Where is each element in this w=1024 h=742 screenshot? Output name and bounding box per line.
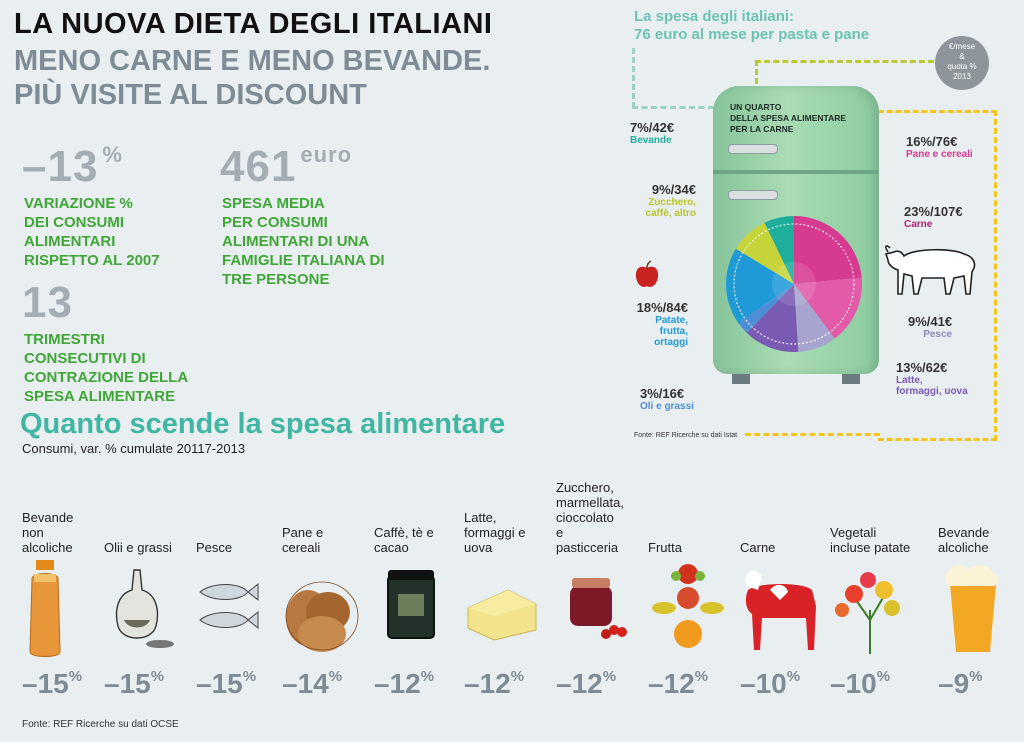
category-label: Latte, formaggi e uova	[464, 510, 526, 555]
category-value: –15%	[104, 668, 165, 699]
stat-quarters-caption: TRIMESTRI CONSECUTIVI DI CONTRAZIONE DEL…	[24, 331, 189, 405]
beer-glass-icon	[938, 560, 1022, 660]
category-value: –12%	[374, 668, 435, 699]
pie-label-pane: 16%/76€ Pane e cereali	[906, 134, 973, 160]
stat-variation-caption: VARIAZIONE % DEI CONSUMI ALIMENTARI RISP…	[24, 195, 160, 269]
pie-slice	[746, 284, 799, 352]
stat-quarters-value: 13	[22, 278, 73, 327]
category-value: –12%	[556, 668, 617, 699]
category-label: Pane e cereali	[282, 525, 324, 555]
dashed-connector-teal-h	[632, 106, 714, 109]
fridge-door-split	[713, 170, 879, 174]
pie-label-carne: 23%/107€ Carne	[904, 204, 963, 230]
footer-source: Fonte: REF Ricerche su dati OCSE	[22, 719, 179, 730]
pie-slice	[794, 277, 862, 339]
pie-label-pesce: 9%/41€ Pesce	[908, 314, 953, 340]
cheese-icon	[464, 560, 548, 660]
pie-label-zucchero: 9%/34€ Zucchero, caffè, altro	[645, 182, 696, 219]
category-value: –14%	[282, 668, 343, 699]
fridge-handle-bottom	[728, 190, 778, 200]
category-label: Olii e grassi	[104, 540, 172, 555]
section-title: Quanto scende la spesa alimentare	[20, 408, 506, 440]
dashed-frame-yellow-bottom	[745, 433, 880, 436]
section-subtitle: Consumi, var. % cumulate 20117-2013	[22, 441, 246, 456]
ox-icon	[884, 245, 976, 295]
jam-jar-icon	[556, 560, 640, 660]
page-subtitle: MENO CARNE E MENO BEVANDE. PIÙ VISITE AL…	[14, 44, 490, 112]
stat-variation-value: –13%	[22, 142, 123, 191]
category-value: –9%	[938, 668, 983, 699]
category-value: –12%	[648, 668, 709, 699]
pie-slice	[738, 284, 794, 333]
category-value: –10%	[740, 668, 801, 699]
category-value: –15%	[196, 668, 257, 699]
fridge-handle-top	[728, 144, 778, 154]
dashed-connector-green	[755, 60, 934, 93]
stat-spending-value: 461 euro	[220, 142, 353, 191]
category-label: Caffè, tè e cacao	[374, 525, 434, 555]
stat-spending-caption: SPESA MEDIA PER CONSUMI ALIMENTARI DI UN…	[222, 195, 385, 288]
subtitle-line-1: MENO CARNE E MENO BEVANDE.	[14, 45, 491, 77]
category-label: Carne	[740, 540, 776, 555]
fridge-door-text: UN QUARTO DELLA SPESA ALIMENTARE PER LA …	[730, 102, 847, 134]
pie-slice	[794, 216, 862, 284]
pie-label-patate: 18%/84€ Patate, frutta, ortaggi	[636, 300, 688, 348]
category-label: Bevande non alcoliche	[22, 510, 74, 555]
apple-icon	[635, 260, 659, 287]
spending-pie	[726, 216, 862, 352]
category-label: Pesce	[196, 540, 233, 555]
fruit-figure-icon	[648, 560, 732, 660]
oil-cruet-icon	[104, 560, 188, 660]
subtitle-line-2: PIÙ VISITE AL DISCOUNT	[14, 79, 367, 111]
category-label: Zucchero, marmellata, cioccolato e pasticcer…	[556, 480, 624, 555]
dashed-frame-yellow	[878, 110, 997, 441]
juice-bottle-icon	[22, 560, 106, 660]
fridge-foot-left	[732, 374, 750, 384]
pie-label-bevande: 7%/42€ Bevande	[630, 120, 675, 146]
pie-label-latte: 13%/62€ Latte, formaggi, uova	[896, 360, 968, 397]
page-title: LA NUOVA DIETA DEGLI ITALIANI	[14, 8, 493, 40]
category-label: Vegetali incluse patate	[830, 525, 911, 555]
pie-slice	[726, 248, 794, 323]
fridge-foot-right	[842, 374, 860, 384]
category-value: –10%	[830, 668, 891, 699]
category-label: Bevande alcoliche	[938, 525, 990, 555]
fridge-source: Fonte: REF Ricerche su dati Istat	[634, 432, 738, 439]
pie-slice	[794, 284, 835, 352]
legend-badge: €/mese & quota % 2013	[935, 36, 989, 90]
category-value: –15%	[22, 668, 83, 699]
pie-label-oli: 3%/16€ Oli e grassi	[640, 386, 694, 412]
cow-icon	[740, 560, 824, 660]
tea-tin-icon	[374, 560, 458, 660]
dashed-connector-teal	[632, 48, 635, 108]
fish-icon	[196, 560, 280, 660]
pie-slice	[735, 222, 794, 284]
fridge-heading: La spesa degli italiani: 76 euro al mese…	[634, 8, 870, 43]
bread-icon	[282, 560, 366, 660]
category-label: Frutta	[648, 540, 682, 555]
pie-slice	[764, 216, 794, 284]
category-value: –12%	[464, 668, 525, 699]
vegetable-bouquet-icon	[830, 560, 914, 660]
